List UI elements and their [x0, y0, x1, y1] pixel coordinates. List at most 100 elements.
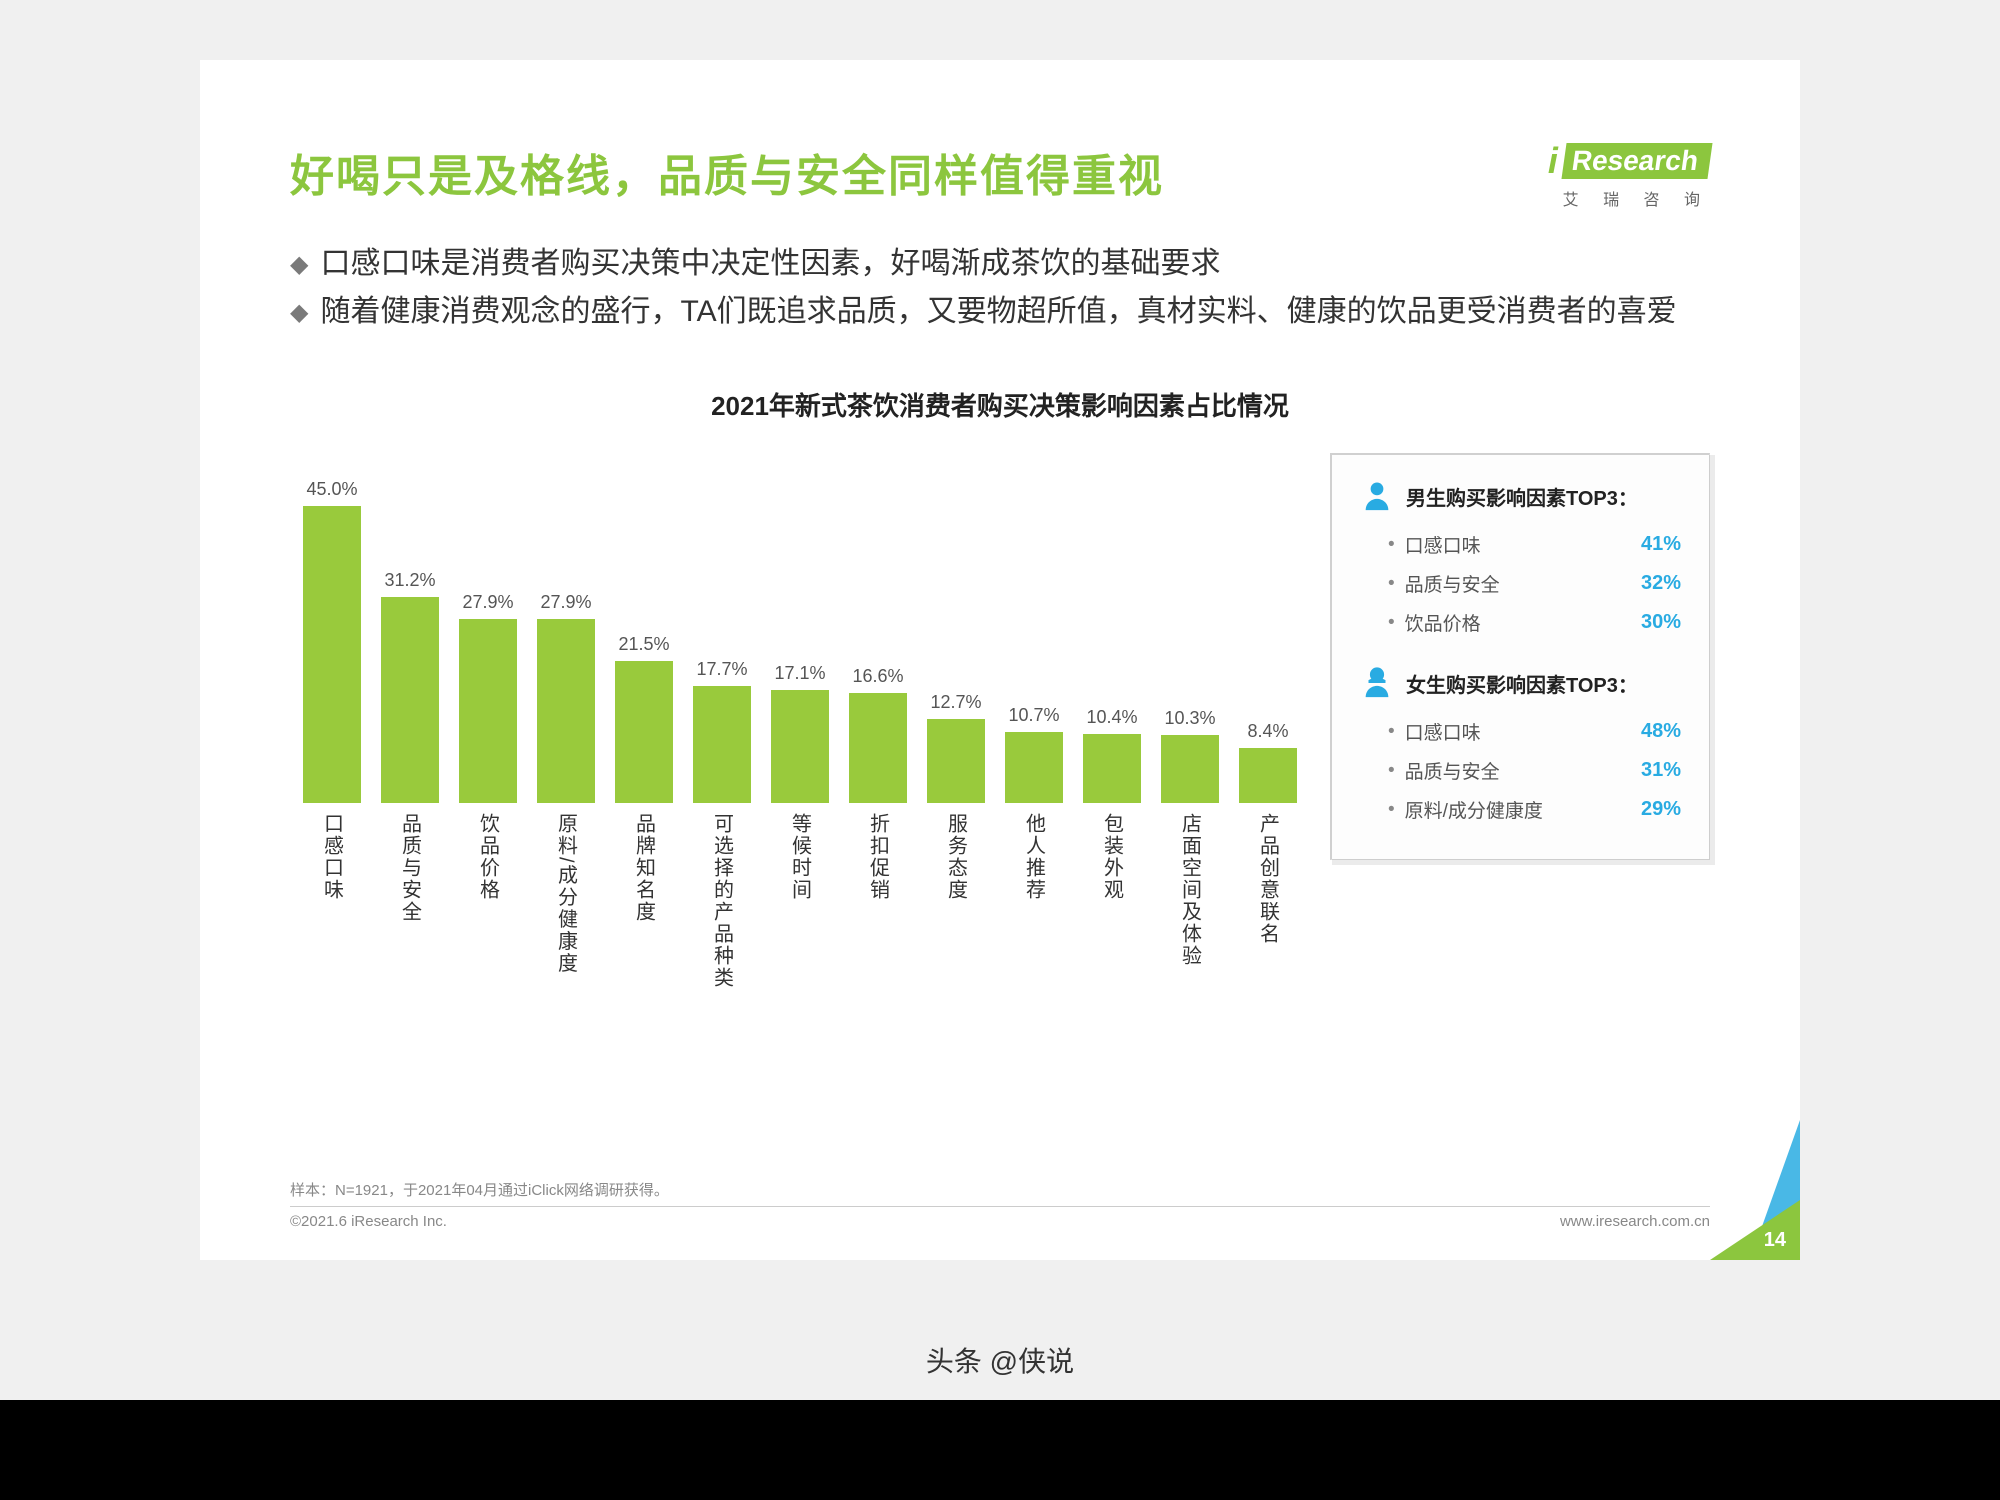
panel-item-value: 32% [1641, 572, 1681, 595]
female-list: 口感口味48% 品质与安全31% 原料/成分健康度29% [1360, 718, 1681, 823]
male-heading: 男生购买影响因素TOP3： [1360, 479, 1681, 513]
panel-item-value: 48% [1641, 720, 1681, 743]
male-section: 男生购买影响因素TOP3： 口感口味41%品质与安全32%饮品价格30% [1360, 479, 1681, 636]
female-section: 女生购买影响因素TOP3： 口感口味48% 品质与安全31% 原料/成分健康度29% [1360, 666, 1681, 823]
bar [771, 690, 829, 803]
panel-item-value: 31% [1641, 759, 1681, 782]
logo-subtitle: 艾 瑞 咨 询 [1548, 186, 1710, 210]
bar-value-label: 16.6% [852, 666, 903, 687]
watermark: 头条 @侠说 [926, 1340, 1074, 1380]
bar [693, 686, 751, 803]
axis-label: 产品创意联名 [1236, 813, 1300, 989]
bar [1161, 735, 1219, 803]
bar-value-label: 12.7% [930, 692, 981, 713]
page-number: 14 [1764, 1229, 1786, 1252]
bar-group: 31.2% [378, 570, 442, 803]
bars-container: 45.0% 31.2% 27.9% 27.9% 21.5% 17.7% 17.1% 16.6%… [290, 453, 1300, 803]
logo-main: i Research [1548, 140, 1710, 182]
bar-value-label: 8.4% [1247, 721, 1288, 742]
bar-value-label: 31.2% [384, 570, 435, 591]
bar-value-label: 21.5% [618, 634, 669, 655]
bar-value-label: 17.1% [774, 663, 825, 684]
bullet-item: ◆ 口感口味是消费者购买决策中决定性因素，好喝渐成茶饮的基础要求 [290, 240, 1710, 288]
bar-value-label: 45.0% [306, 479, 357, 500]
chart-title: 2021年新式茶饮消费者购买决策影响因素占比情况 [290, 386, 1710, 423]
bar [849, 693, 907, 803]
bar-group: 16.6% [846, 666, 910, 803]
diamond-icon: ◆ [290, 294, 308, 332]
panel-item-label: 口感口味 [1405, 718, 1641, 745]
axis-label: 饮品价格 [456, 813, 520, 989]
page-corner [1710, 1200, 1800, 1260]
bar-value-label: 27.9% [462, 592, 513, 613]
copyright-row: ©2021.6 iResearch Inc. www.iresearch.com… [290, 1213, 1710, 1230]
male-list: 口感口味41%品质与安全32%饮品价格30% [1360, 531, 1681, 636]
bar-value-label: 10.3% [1164, 708, 1215, 729]
bar-group: 12.7% [924, 692, 988, 803]
bullet-list: ◆ 口感口味是消费者购买决策中决定性因素，好喝渐成茶饮的基础要求 ◆ 随着健康消… [290, 240, 1710, 336]
axis-label: 折扣促销 [846, 813, 910, 989]
bar [1005, 732, 1063, 803]
panel-item: 品质与安全31% [1388, 757, 1681, 784]
female-heading: 女生购买影响因素TOP3： [1360, 666, 1681, 700]
footer: 样本：N=1921，于2021年04月通过iClick网络调研获得。 ©2021… [290, 1179, 1710, 1230]
bar-group: 27.9% [534, 592, 598, 803]
bar-value-label: 10.4% [1086, 707, 1137, 728]
panel-item: 品质与安全32% [1388, 570, 1681, 597]
site-url: www.iresearch.com.cn [1560, 1213, 1710, 1230]
panel-item: 口感口味41% [1388, 531, 1681, 558]
letterbox-bar [0, 1400, 2000, 1500]
bar-group: 21.5% [612, 634, 676, 803]
panel-item-label: 原料/成分健康度 [1405, 796, 1641, 823]
axis-label: 可选择的产品种类 [690, 813, 754, 989]
logo: i Research 艾 瑞 咨 询 [1548, 140, 1710, 210]
diamond-icon: ◆ [290, 246, 308, 284]
side-panel: 男生购买影响因素TOP3： 口感口味41%品质与安全32%饮品价格30% 女生购… [1330, 453, 1710, 860]
panel-item-value: 41% [1641, 533, 1681, 556]
bar [537, 619, 595, 803]
female-title: 女生购买影响因素TOP3： [1406, 669, 1638, 698]
logo-text: Research [1561, 143, 1712, 179]
panel-item-value: 30% [1641, 611, 1681, 634]
axis-label: 等候时间 [768, 813, 832, 989]
bar-value-label: 10.7% [1008, 705, 1059, 726]
panel-item-label: 饮品价格 [1405, 609, 1641, 636]
panel-item-value: 29% [1641, 798, 1681, 821]
panel-item: 原料/成分健康度29% [1388, 796, 1681, 823]
panel-item: 饮品价格30% [1388, 609, 1681, 636]
sample-note: 样本：N=1921，于2021年04月通过iClick网络调研获得。 [290, 1179, 1710, 1207]
page-title: 好喝只是及格线，品质与安全同样值得重视 [290, 140, 1164, 204]
bar-group: 8.4% [1236, 721, 1300, 803]
bar-chart: 45.0% 31.2% 27.9% 27.9% 21.5% 17.7% 17.1% 16.6%… [290, 453, 1300, 1013]
axis-label: 原料/成分健康度 [534, 813, 598, 989]
panel-item: 口感口味48% [1388, 718, 1681, 745]
axis-label: 品质与安全 [378, 813, 442, 989]
axis-label: 口感口味 [300, 813, 364, 989]
bar [927, 719, 985, 803]
bar-group: 45.0% [300, 479, 364, 803]
copyright-text: ©2021.6 iResearch Inc. [290, 1213, 447, 1230]
bar-group: 10.3% [1158, 708, 1222, 803]
header-row: 好喝只是及格线，品质与安全同样值得重视 i Research 艾 瑞 咨 询 [290, 140, 1710, 210]
axis-label: 包装外观 [1080, 813, 1144, 989]
bar-value-label: 17.7% [696, 659, 747, 680]
bar-value-label: 27.9% [540, 592, 591, 613]
bar [381, 597, 439, 803]
male-title: 男生购买影响因素TOP3： [1406, 482, 1638, 511]
panel-item-label: 口感口味 [1405, 531, 1641, 558]
content-row: 45.0% 31.2% 27.9% 27.9% 21.5% 17.7% 17.1% 16.6%… [290, 453, 1710, 1013]
female-icon [1360, 666, 1394, 700]
bar [459, 619, 517, 803]
axis-label: 服务态度 [924, 813, 988, 989]
bar-group: 10.7% [1002, 705, 1066, 803]
axis-labels: 口感口味品质与安全饮品价格原料/成分健康度品牌知名度可选择的产品种类等候时间折扣… [290, 813, 1300, 989]
bullet-text: 随着健康消费观念的盛行，TA们既追求品质，又要物超所值，真材实料、健康的饮品更受… [320, 288, 1676, 336]
bullet-item: ◆ 随着健康消费观念的盛行，TA们既追求品质，又要物超所值，真材实料、健康的饮品… [290, 288, 1710, 336]
bar [615, 661, 673, 803]
panel-item-label: 品质与安全 [1405, 570, 1641, 597]
slide-container: 好喝只是及格线，品质与安全同样值得重视 i Research 艾 瑞 咨 询 ◆… [200, 60, 1800, 1260]
bar [303, 506, 361, 803]
bar [1083, 734, 1141, 803]
axis-label: 他人推荐 [1002, 813, 1066, 989]
male-icon [1360, 479, 1394, 513]
